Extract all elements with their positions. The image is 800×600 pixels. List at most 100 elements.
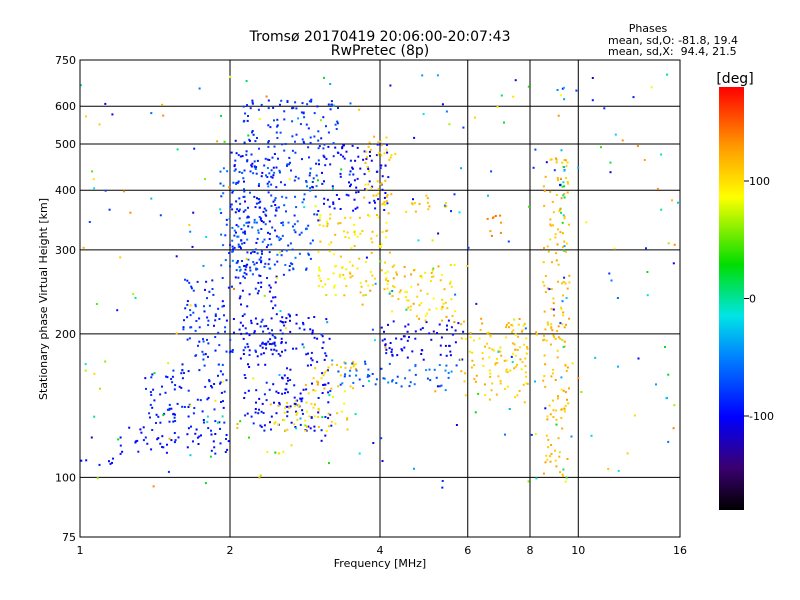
data-point [303, 206, 306, 209]
data-point [275, 235, 278, 238]
data-point [450, 210, 452, 213]
data-point [372, 194, 375, 197]
data-point [571, 362, 574, 365]
data-point [322, 147, 325, 150]
data-point [257, 231, 260, 234]
data-point [192, 311, 195, 314]
data-point [550, 323, 553, 326]
data-point [428, 205, 431, 208]
data-point [265, 209, 268, 212]
data-point [253, 331, 256, 334]
data-point [349, 366, 352, 369]
data-point [280, 99, 283, 102]
data-point [161, 446, 164, 448]
data-point [677, 201, 679, 204]
data-point [283, 204, 286, 207]
data-point [153, 372, 156, 375]
data-point [440, 308, 443, 311]
data-point [380, 243, 383, 246]
data-point [277, 157, 279, 160]
data-point [90, 436, 93, 439]
data-point [377, 188, 380, 191]
data-point [323, 143, 326, 146]
data-point [556, 243, 559, 246]
data-point [388, 290, 391, 293]
data-point [559, 231, 562, 234]
data-point [344, 373, 347, 376]
data-point [327, 145, 330, 148]
data-point [198, 317, 201, 320]
data-point [235, 261, 238, 264]
data-point [181, 405, 184, 408]
data-point [255, 202, 258, 205]
data-point [410, 273, 413, 276]
data-point [280, 342, 283, 345]
data-point [236, 260, 239, 262]
data-point [660, 153, 663, 156]
data-point [445, 205, 448, 208]
data-point [550, 326, 553, 329]
data-point [333, 207, 336, 210]
data-point [552, 297, 555, 300]
data-point [371, 328, 374, 331]
data-point [134, 440, 137, 443]
colorbar-tick-label: 0 [749, 293, 756, 306]
data-point [555, 465, 558, 468]
data-point [323, 371, 326, 374]
data-point [287, 221, 290, 224]
data-point [356, 146, 359, 149]
data-point [349, 159, 352, 162]
data-point [390, 193, 393, 196]
data-point [211, 386, 214, 389]
data-point [369, 289, 372, 292]
data-point [186, 300, 189, 303]
data-point [356, 235, 359, 238]
data-point [268, 172, 271, 175]
data-point [445, 110, 448, 113]
data-point [421, 327, 424, 330]
data-point [577, 166, 580, 169]
data-point [294, 399, 297, 402]
data-point [251, 131, 253, 134]
data-point [263, 343, 266, 345]
data-point [322, 154, 325, 157]
data-point [186, 279, 189, 282]
data-point [564, 282, 567, 285]
data-point [257, 229, 260, 232]
data-point [307, 352, 309, 355]
data-point [289, 315, 291, 318]
data-point [271, 226, 274, 229]
data-point [152, 485, 155, 488]
data-point [310, 100, 313, 103]
data-point [355, 363, 357, 366]
data-point [204, 482, 207, 485]
data-point [270, 183, 273, 186]
data-point [461, 358, 464, 361]
data-point [91, 170, 94, 173]
data-point [275, 390, 278, 393]
data-point [542, 472, 545, 475]
data-point [283, 118, 286, 121]
data-point [242, 105, 245, 108]
data-point [220, 212, 223, 214]
data-point [380, 164, 383, 167]
data-point [315, 162, 318, 165]
data-point [170, 407, 173, 410]
data-point [189, 454, 192, 457]
data-point [390, 348, 393, 351]
data-point [220, 264, 223, 267]
data-point [234, 139, 237, 142]
data-point [482, 364, 485, 367]
data-point [343, 361, 346, 364]
data-point [395, 337, 398, 340]
data-point [332, 203, 335, 205]
data-point [277, 206, 280, 209]
data-point [208, 304, 211, 307]
data-point [436, 332, 438, 335]
data-point [294, 403, 297, 405]
data-point [259, 474, 262, 477]
data-point [353, 198, 356, 201]
data-point [268, 251, 271, 254]
data-point [220, 391, 223, 394]
